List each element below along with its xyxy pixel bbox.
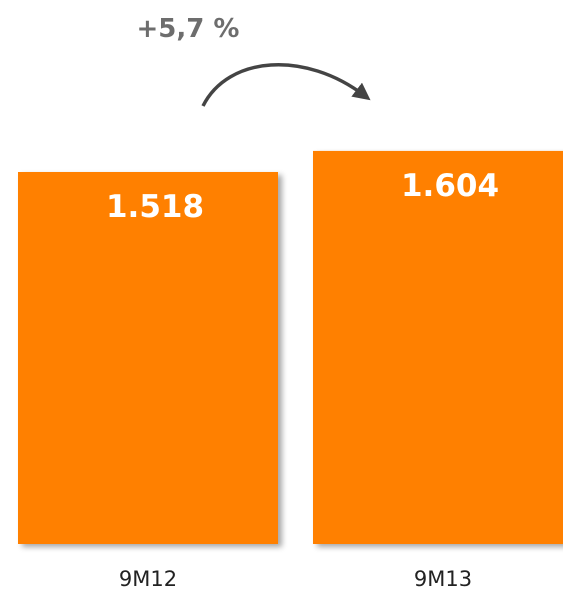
value-label-9m12: 1.518 <box>106 189 204 225</box>
bar-9m12 <box>18 172 278 544</box>
category-label-9m13: 9M13 <box>414 567 472 589</box>
bar-9m13 <box>313 150 563 544</box>
labels-layer: 1.518 9M12 1.604 9M13 <box>106 168 499 589</box>
value-label-9m13: 1.604 <box>401 168 499 204</box>
bars-layer <box>18 150 563 544</box>
category-label-9m12: 9M12 <box>119 567 177 589</box>
growth-arrow <box>201 63 371 107</box>
change-label: +5,7 % <box>137 14 240 44</box>
